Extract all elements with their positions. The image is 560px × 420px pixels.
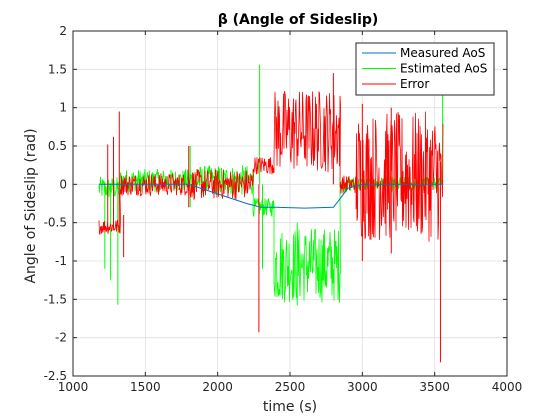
- x-tick-label: 3000: [347, 380, 378, 394]
- y-tick-label: -2: [55, 331, 67, 345]
- legend-label: Measured AoS: [400, 46, 485, 60]
- x-tick-label: 1500: [130, 380, 161, 394]
- y-tick-label: 0.5: [48, 139, 67, 153]
- y-tick-label: -2.5: [44, 369, 67, 383]
- series-layer: [98, 64, 444, 363]
- y-tick-label: -1: [55, 254, 67, 268]
- y-tick-label: 1: [59, 101, 67, 115]
- y-tick-label: -1.5: [44, 292, 67, 306]
- x-tick-label: 4000: [492, 380, 523, 394]
- y-tick-label: 1.5: [48, 62, 67, 76]
- ticks: 1000 1500 2000 2500 3000 3500 4000 -2.5 -2 -1.5 -1…: [44, 24, 523, 394]
- y-tick-label: 2: [59, 24, 67, 38]
- x-tick-label: 2000: [202, 380, 233, 394]
- error-series: [98, 90, 444, 242]
- y-axis-label: Angle of Sideslip (rad): [23, 128, 39, 283]
- x-tick-label: 1000: [58, 380, 89, 394]
- y-tick-label: -0.5: [44, 216, 67, 230]
- chart-title: β (Angle of Sideslip): [218, 12, 379, 28]
- legend-label: Estimated AoS: [400, 62, 487, 76]
- x-axis-label: time (s): [263, 399, 317, 415]
- x-tick-label: 3500: [419, 380, 450, 394]
- legend-label: Error: [400, 77, 429, 91]
- y-tick-label: 0: [59, 177, 67, 191]
- x-tick-label: 2500: [275, 380, 306, 394]
- measured-aos-series: [99, 183, 444, 209]
